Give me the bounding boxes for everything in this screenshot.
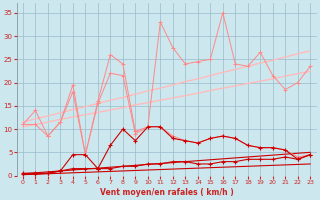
X-axis label: Vent moyen/en rafales ( km/h ): Vent moyen/en rafales ( km/h ) xyxy=(100,188,234,197)
